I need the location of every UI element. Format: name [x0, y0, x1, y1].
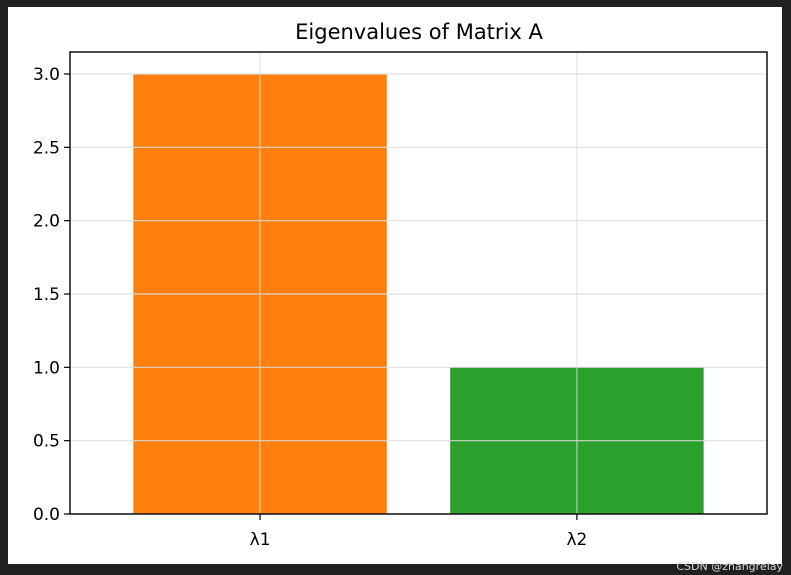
- y-tick-label: 2.0: [33, 212, 60, 232]
- y-tick-label: 0.5: [33, 432, 60, 452]
- x-tick-label: λ2: [566, 530, 587, 550]
- plot-border: [69, 51, 768, 515]
- y-tick-label: 2.5: [33, 138, 60, 158]
- watermark-text: CSDN @zhangrelay: [676, 560, 783, 573]
- chart-title: Eigenvalues of Matrix A: [295, 20, 543, 44]
- y-tick-label: 1.0: [33, 358, 60, 378]
- x-tick-label: λ1: [250, 530, 271, 550]
- y-tick-label: 1.5: [33, 285, 60, 305]
- y-tick-label: 0.0: [33, 505, 60, 525]
- y-tick-label: 3.0: [33, 65, 60, 85]
- axis-layer: 0.0 0.5 1.0 1.5 2.0 2.5 3.0 λ1 λ2: [33, 51, 768, 550]
